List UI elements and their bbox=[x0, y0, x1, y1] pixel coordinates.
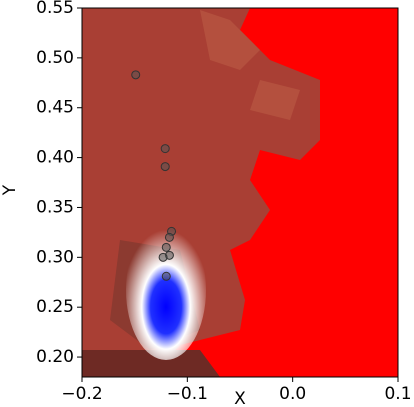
x-tick-label: −0.1 bbox=[167, 384, 208, 404]
y-tick-label: 0.35 bbox=[36, 197, 74, 217]
y-tick-label: 0.55 bbox=[36, 0, 74, 18]
point bbox=[164, 232, 174, 242]
y-tick-label: 0.25 bbox=[36, 297, 74, 317]
point bbox=[131, 70, 141, 80]
point bbox=[160, 162, 170, 172]
x-tick-label: −0.2 bbox=[61, 384, 102, 404]
point bbox=[158, 252, 168, 262]
point bbox=[160, 144, 170, 154]
y-axis-label: Y bbox=[0, 184, 20, 196]
y-tick-label: 0.50 bbox=[36, 48, 74, 68]
point bbox=[161, 242, 171, 252]
y-tick-label: 0.40 bbox=[36, 148, 74, 168]
x-tick-label: 0.0 bbox=[279, 384, 306, 404]
y-tick-label: 0.30 bbox=[36, 247, 74, 267]
y-tick-label: 0.20 bbox=[36, 347, 74, 367]
x-tick-label: 0.1 bbox=[384, 384, 411, 404]
x-axis-label: X bbox=[234, 389, 246, 407]
y-tick-label: 0.45 bbox=[36, 98, 74, 118]
background-image bbox=[82, 8, 398, 377]
point bbox=[161, 271, 171, 281]
